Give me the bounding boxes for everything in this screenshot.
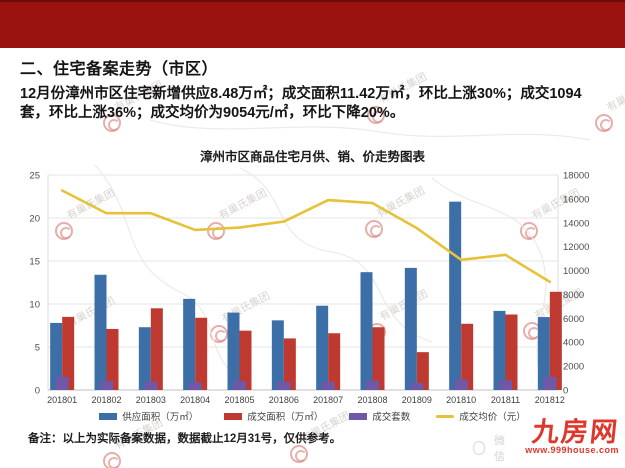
bar-sold-201802 <box>106 328 119 390</box>
section-body-text: 12月份漳州市区住宅新增供应8.48万㎡；成交面积11.42万㎡，环比上涨30%… <box>20 86 582 122</box>
legend-label: 供应面积（万㎡） <box>122 412 199 423</box>
sold-area-swatch-icon <box>224 412 243 420</box>
x-axis-label: 201811 <box>491 395 520 405</box>
right-axis-tick-label: 6000 <box>563 314 584 325</box>
map-outline-decoration <box>239 167 433 343</box>
bar-sold-201803 <box>150 308 163 390</box>
bar-units-201806 <box>277 381 291 390</box>
x-axis-label: 201805 <box>224 395 254 405</box>
wechat-icon <box>473 441 485 455</box>
right-axis-tick-label: 14000 <box>563 218 589 229</box>
bar-units-201808 <box>366 380 379 390</box>
bar-supply-201806 <box>271 320 284 390</box>
wechat-watermark: 微信 <box>473 432 505 464</box>
x-axis-label: 201810 <box>446 395 476 405</box>
bar-units-201807 <box>321 381 335 390</box>
bar-sold-201809 <box>416 352 429 390</box>
bar-units-201803 <box>144 381 158 390</box>
x-axis-label: 201803 <box>136 395 166 405</box>
x-axis-label: 201806 <box>269 395 299 405</box>
left-axis-tick-label: 0 <box>35 386 40 397</box>
avg-price-line-swatch-icon <box>436 414 455 418</box>
bar-supply-201812 <box>537 317 550 390</box>
bar-supply-201805 <box>227 312 240 390</box>
x-axis-label: 201808 <box>357 395 387 405</box>
bar-supply-201803 <box>138 327 151 390</box>
left-axis-tick-label: 25 <box>29 171 40 182</box>
bar-supply-201802 <box>94 274 107 390</box>
bar-sold-201804 <box>195 317 208 390</box>
right-axis-tick-label: 12000 <box>563 242 589 253</box>
x-axis-label: 201807 <box>313 395 343 405</box>
x-axis-label: 201804 <box>180 395 210 405</box>
bar-sold-201811 <box>505 314 518 390</box>
bar-units-201805 <box>233 381 246 390</box>
bar-supply-201808 <box>360 272 373 390</box>
right-axis-tick-label: 18000 <box>563 171 589 182</box>
right-axis-tick-label: 8000 <box>563 290 584 301</box>
map-outline-decoration <box>431 177 547 387</box>
x-axis-label: 201802 <box>91 395 121 405</box>
bar-units-201810 <box>454 379 468 390</box>
legend-label: 成交套数 <box>372 412 411 423</box>
right-axis-tick-label: 0 <box>563 386 568 397</box>
bar-sold-201810 <box>461 323 474 390</box>
site-logo: 九房网 <box>530 417 621 447</box>
chart-legend: 供应面积（万㎡） 成交面积（万㎡） 成交套数 成交均价（元） <box>0 409 625 423</box>
bar-supply-201801 <box>50 322 63 390</box>
bar-supply-201811 <box>493 310 506 390</box>
bar-sold-201805 <box>239 330 252 390</box>
legend-item-sold-area: 成交面积（万㎡） <box>224 409 323 423</box>
right-axis-tick-label: 16000 <box>563 194 589 205</box>
bar-units-201811 <box>499 380 512 390</box>
bar-sold-201801 <box>62 316 75 390</box>
right-axis-tick-label: 4000 <box>563 338 584 349</box>
left-axis-tick-label: 5 <box>35 343 40 354</box>
left-axis-tick-label: 10 <box>29 300 40 311</box>
units-sold-swatch-icon <box>349 412 368 420</box>
supply-area-swatch-icon <box>99 412 118 420</box>
bar-units-201801 <box>55 377 69 390</box>
bar-supply-201804 <box>183 298 196 390</box>
map-outline-decoration <box>149 119 591 141</box>
legend-label: 成交均价（元） <box>459 412 526 423</box>
bar-supply-201807 <box>316 305 329 390</box>
left-axis-tick-label: 15 <box>29 257 40 268</box>
bar-supply-201809 <box>404 267 417 390</box>
right-axis-tick-label: 2000 <box>563 362 584 373</box>
bar-units-201804 <box>188 382 202 390</box>
header-bar <box>0 0 625 48</box>
bar-sold-201807 <box>328 333 341 390</box>
chart-title: 漳州市区商品住宅月供、销、价走势图表 <box>199 150 425 164</box>
right-axis-tick-label: 10000 <box>563 266 589 277</box>
legend-item-units-sold: 成交套数 <box>349 409 410 423</box>
legend-item-avg-price: 成交均价（元） <box>436 409 526 423</box>
x-axis-label: 201812 <box>535 395 565 405</box>
bar-units-201809 <box>410 382 424 390</box>
bar-supply-201810 <box>449 201 462 390</box>
left-axis-tick-label: 20 <box>29 214 40 225</box>
brand-badge: 微信 九房网 www.999house.com <box>473 417 623 463</box>
wechat-label: 微信 <box>494 435 505 463</box>
site-url: www.999house.com <box>525 444 619 455</box>
legend-item-supply-area: 供应面积（万㎡） <box>99 409 198 423</box>
section-title: 二、住宅备案走势（市区） <box>20 61 219 78</box>
x-axis-label: 201801 <box>47 395 77 405</box>
footer-note: 备注：以上为实际备案数据，数据截止12月31号，仅供参考。 <box>28 433 342 445</box>
bar-units-201802 <box>100 380 113 390</box>
legend-label: 成交面积（万㎡） <box>247 412 324 423</box>
bar-sold-201812 <box>549 291 562 390</box>
bar-sold-201808 <box>372 327 385 390</box>
x-axis-label: 201809 <box>402 395 432 405</box>
bar-sold-201806 <box>283 338 296 390</box>
map-outline-decoration <box>94 164 243 383</box>
bar-units-201812 <box>543 376 557 390</box>
avg-price-line <box>60 189 552 284</box>
